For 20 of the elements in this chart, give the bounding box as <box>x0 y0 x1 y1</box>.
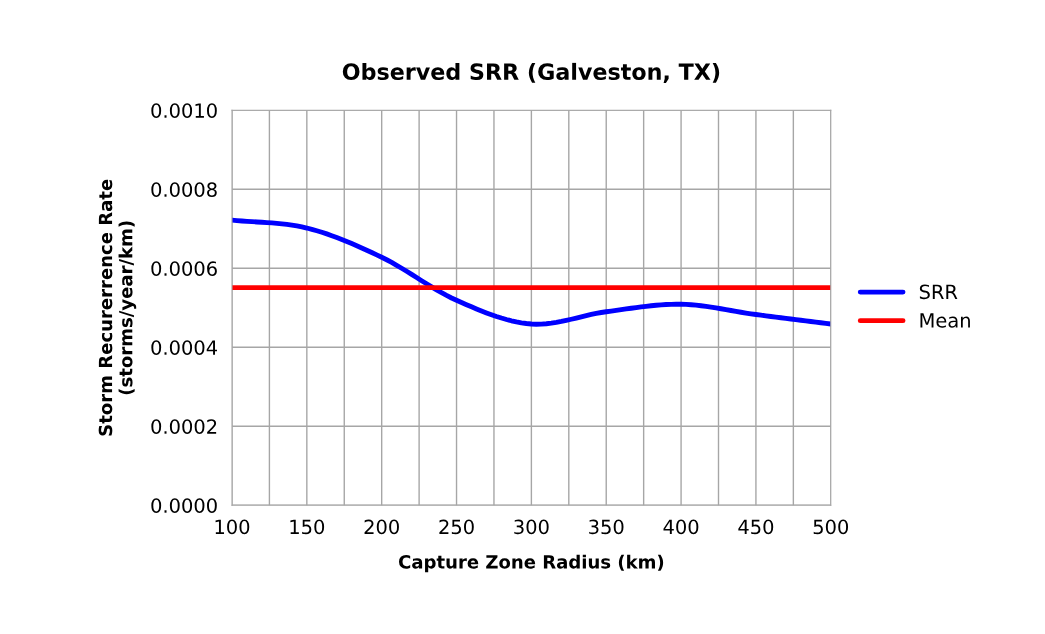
legend-label: SRR <box>919 284 958 300</box>
y-tick-label: 0.0004 <box>151 340 218 355</box>
x-tick-label: 100 <box>215 519 250 535</box>
y-tick-label: 0.0008 <box>151 182 217 197</box>
y-tick-label: 0.0006 <box>151 261 217 276</box>
y-tick-label: 0.0010 <box>151 103 217 118</box>
x-tick-label: 450 <box>738 519 774 535</box>
y-tick-label: 0.0002 <box>151 419 217 434</box>
y-tick-label: 0.0000 <box>151 498 217 513</box>
x-tick-label: 300 <box>514 519 549 535</box>
x-axis-title: Capture Zone Radius (km) <box>399 554 664 573</box>
x-tick-label: 200 <box>364 519 399 535</box>
y-axis-title: Storm Recurerrence Rate (storms/year/km) <box>98 179 137 436</box>
x-tick-label: 250 <box>439 519 474 535</box>
x-tick-label: 400 <box>663 519 699 535</box>
x-tick-label: 350 <box>589 519 624 535</box>
x-tick-label: 500 <box>813 519 849 535</box>
chart-title: Observed SRR (Galveston, TX) <box>342 62 720 83</box>
x-tick-label: 150 <box>290 519 325 535</box>
legend-label: Mean <box>920 313 970 328</box>
